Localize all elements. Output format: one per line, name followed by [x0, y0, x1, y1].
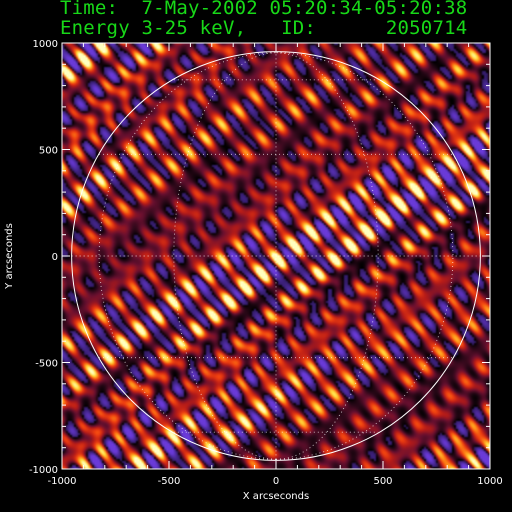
energy-line: Energy 3-25 keV, ID: 2050714	[60, 17, 468, 39]
heliographic-grid	[71, 52, 481, 460]
x-axis-label: X arcseconds	[243, 491, 309, 502]
y-axis-label: Y arcseconds	[4, 223, 15, 290]
y-tick-label: -1000	[29, 465, 58, 476]
y-tick-label: 1000	[33, 39, 58, 50]
solar-limb-circle	[71, 51, 481, 461]
y-tick-label: 500	[39, 146, 58, 157]
x-tick-label: 500	[373, 476, 392, 487]
observation-header: Time: 7-May-2002 05:20:34-05:20:38 Energ…	[60, 0, 512, 44]
longitude-line	[98, 52, 277, 460]
x-tick-label: -1000	[47, 476, 76, 487]
time-line: Time: 7-May-2002 05:20:34-05:20:38	[60, 0, 468, 19]
x-tick-label: -500	[158, 476, 181, 487]
y-tick-label: -500	[35, 359, 58, 370]
y-tick-label: 0	[52, 252, 58, 263]
axis-ticks: -1000 -500 0 500 1000 -1000 -500 0 500 1000	[29, 39, 503, 487]
x-tick-label: 0	[273, 476, 279, 487]
x-tick-label: 1000	[477, 476, 502, 487]
longitude-line	[275, 52, 454, 460]
